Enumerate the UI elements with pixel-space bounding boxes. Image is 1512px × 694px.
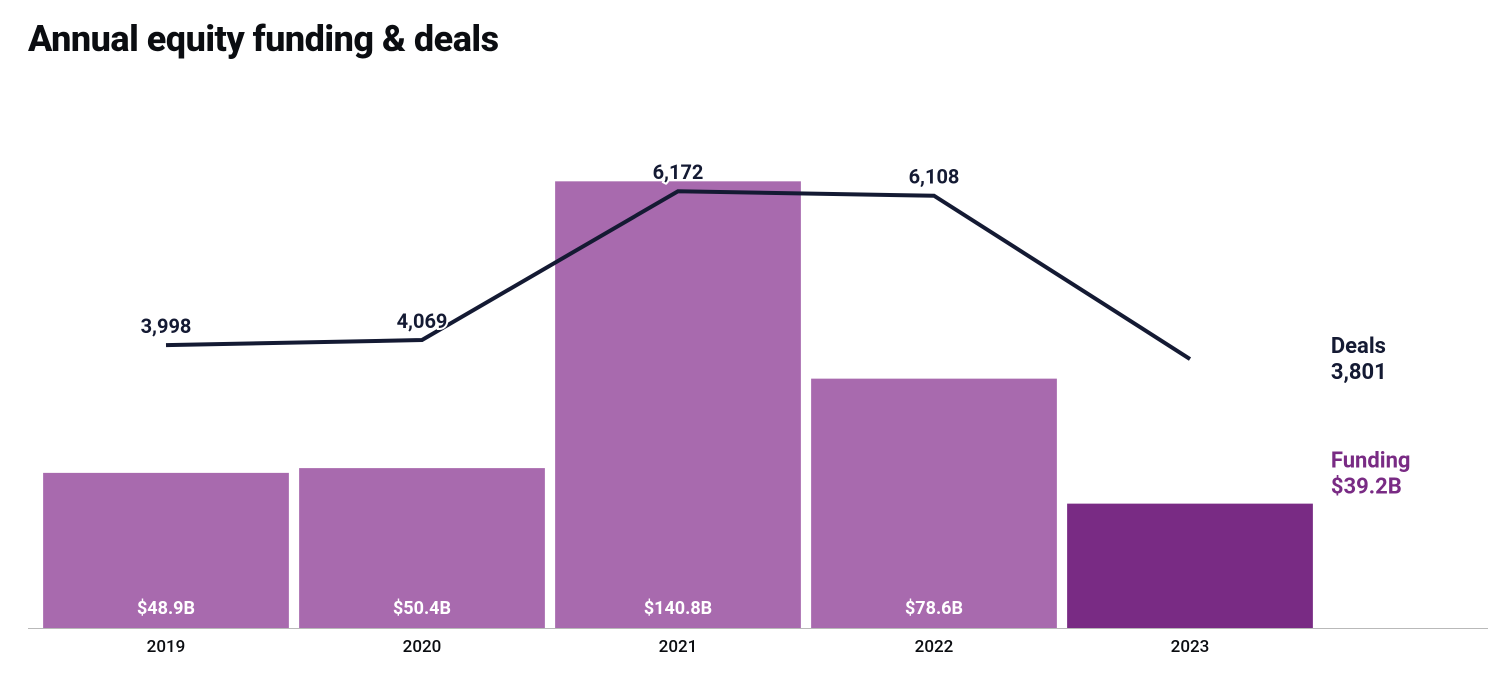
deals-side-label-title: Deals: [1331, 334, 1386, 359]
line-value-label: 6,172: [653, 160, 704, 184]
bar: [555, 181, 801, 628]
bar-value-label: $78.6B: [905, 598, 963, 619]
bar: [1067, 504, 1313, 628]
line-value-label: 4,069: [397, 309, 448, 333]
bar-value-label: $48.9B: [137, 598, 195, 619]
bar-value-label: $50.4B: [393, 598, 451, 619]
deals-side-label: Deals3,801: [1331, 334, 1387, 385]
line-value-label: 6,108: [909, 165, 960, 189]
x-axis-label: 2023: [1171, 637, 1210, 657]
funding-side-label-value: $39.2B: [1331, 475, 1402, 500]
chart-area: $48.9B 2019 $50.4B 2020 $140.8B 2021 $78.6B 202…: [28, 68, 1488, 678]
bar-value-label: $140.8B: [644, 598, 712, 619]
funding-side-label-title: Funding: [1331, 449, 1411, 474]
deals-side-label-value: 3,801: [1331, 360, 1387, 385]
funding-side-label: Funding$39.2B: [1331, 449, 1411, 500]
x-axis-label: 2022: [915, 637, 954, 657]
x-axis-label: 2021: [659, 637, 698, 657]
x-axis-label: 2020: [403, 637, 442, 657]
bar: [811, 379, 1057, 628]
x-axis-label: 2019: [147, 637, 186, 657]
line-value-label: 3,998: [141, 314, 192, 338]
chart-svg: $48.9B 2019 $50.4B 2020 $140.8B 2021 $78.6B 202…: [28, 68, 1488, 678]
chart-title: Annual equity funding & deals: [28, 18, 1492, 60]
